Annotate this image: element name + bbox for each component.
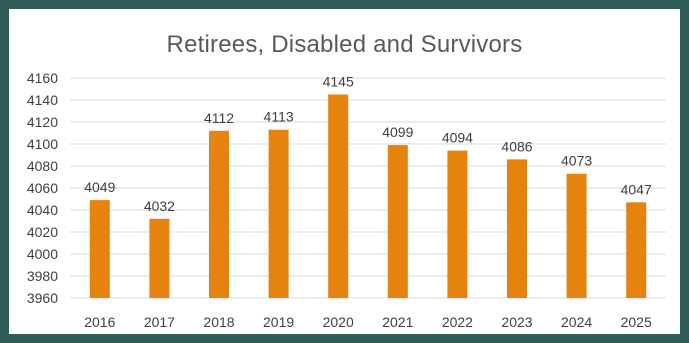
x-tick-label: 2017 (144, 314, 175, 330)
bar (268, 129, 289, 298)
y-tick-label: 4080 (27, 158, 58, 174)
bar (507, 159, 527, 298)
bar (626, 202, 647, 298)
data-label: 4112 (204, 110, 234, 126)
data-label: 4047 (621, 181, 652, 197)
y-tick-label: 4020 (27, 224, 58, 240)
chart-title: Retirees, Disabled and Survivors (166, 31, 523, 58)
y-tick-label: 4100 (27, 136, 58, 152)
data-label: 4073 (561, 153, 592, 169)
bar (89, 200, 110, 298)
bar (566, 173, 587, 298)
x-tick-label: 2022 (442, 314, 473, 330)
y-tick-label: 3980 (27, 268, 58, 284)
y-tick-label: 4040 (27, 202, 58, 218)
x-tick-label: 2024 (561, 314, 592, 330)
y-tick-label: 4140 (27, 92, 58, 108)
data-label: 4099 (382, 124, 413, 140)
bar (209, 130, 229, 298)
data-label: 4049 (84, 179, 115, 195)
y-tick-label: 4060 (27, 180, 58, 196)
x-tick-label: 2023 (501, 314, 532, 330)
y-tick-label: 3960 (27, 290, 58, 306)
x-tick-label: 2018 (203, 314, 234, 330)
bar (328, 94, 349, 298)
data-label: 4086 (501, 138, 532, 154)
x-tick-label: 2016 (84, 314, 115, 330)
data-label: 4145 (323, 74, 354, 90)
bar (447, 150, 468, 298)
y-tick-label: 4160 (27, 70, 58, 86)
data-label: 4032 (144, 198, 175, 214)
y-tick-label: 4000 (27, 246, 58, 262)
x-tick-label: 2025 (621, 314, 652, 330)
x-tick-label: 2020 (323, 314, 354, 330)
bar (387, 145, 408, 298)
y-tick-label: 4120 (27, 114, 58, 130)
bar (149, 218, 170, 298)
x-tick-label: 2019 (263, 314, 294, 330)
data-label: 4094 (442, 130, 473, 146)
data-label: 4113 (264, 109, 294, 125)
x-tick-label: 2021 (382, 314, 413, 330)
